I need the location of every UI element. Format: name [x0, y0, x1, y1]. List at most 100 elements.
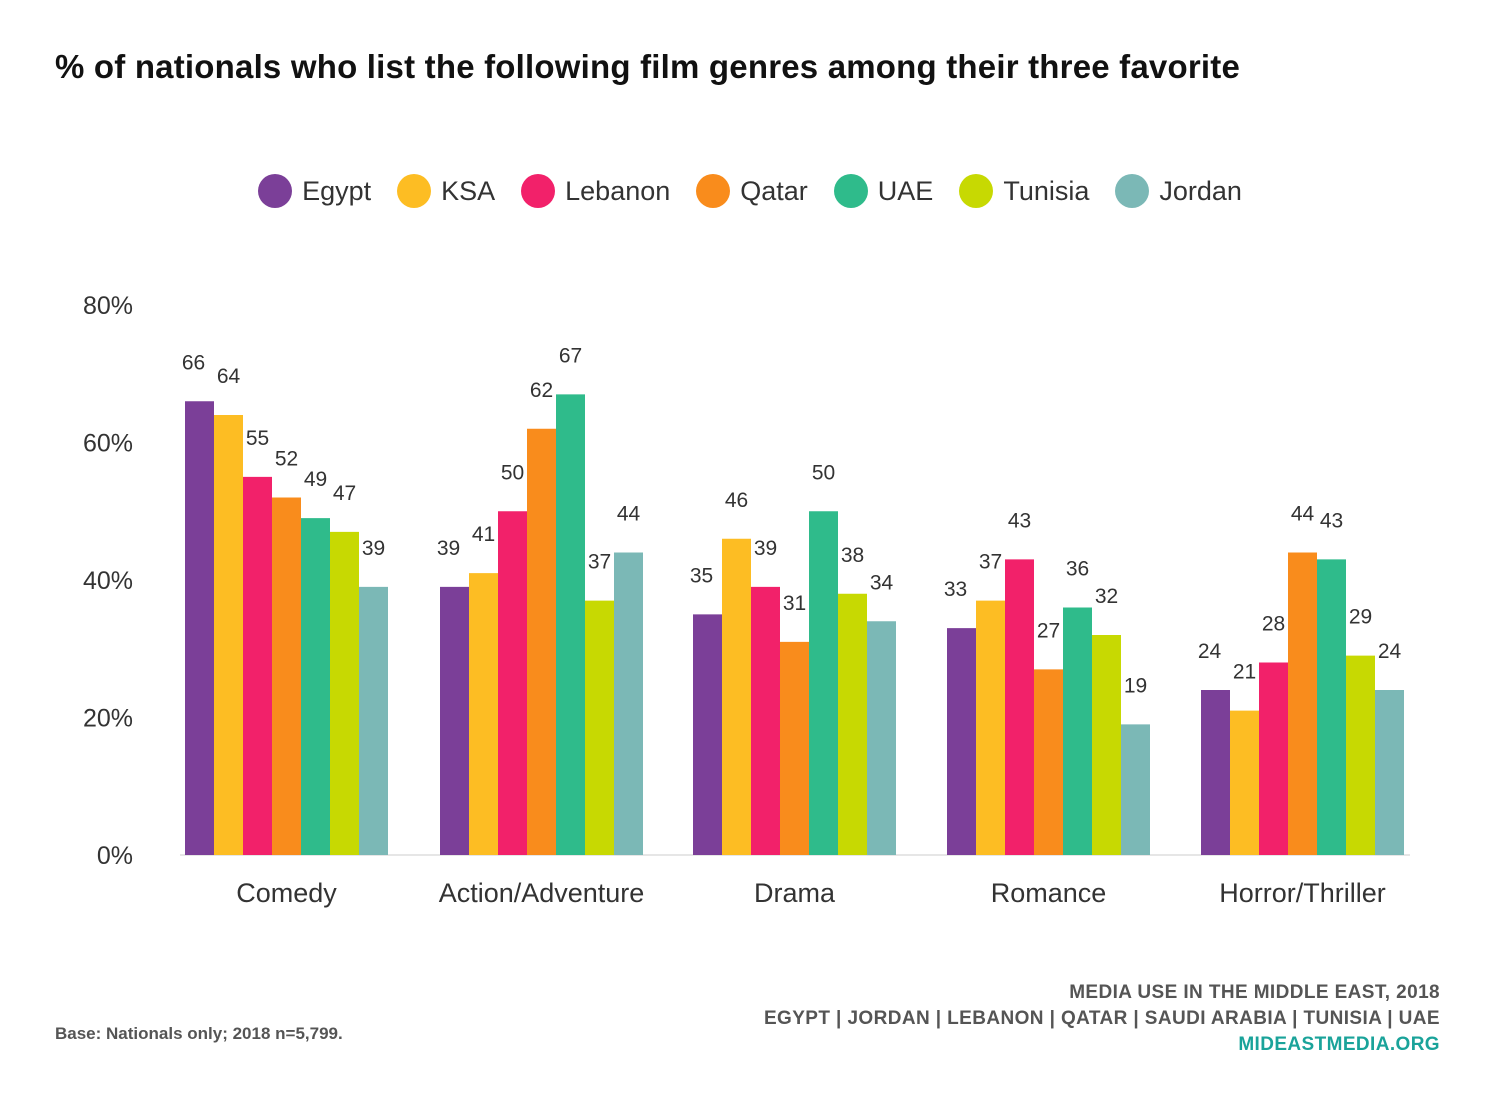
category-label: Drama: [754, 878, 836, 908]
data-label: 36: [1066, 558, 1089, 581]
bar: [780, 641, 809, 855]
chart-title: % of nationals who list the following fi…: [55, 48, 1240, 85]
bar: [751, 586, 780, 855]
bar: [838, 593, 867, 855]
bar: [359, 586, 388, 855]
source-url[interactable]: MIDEASTMEDIA.ORG: [1238, 1034, 1440, 1055]
bar: [1317, 559, 1346, 855]
data-label: 41: [472, 523, 495, 546]
legend-swatch: [959, 174, 994, 208]
category-label: Horror/Thriller: [1219, 878, 1386, 908]
data-label: 34: [870, 571, 894, 594]
source-line-2: EGYPT | JORDAN | LEBANON | QATAR | SAUDI…: [763, 1008, 1440, 1029]
bar: [585, 600, 614, 855]
legend-label: Egypt: [302, 175, 372, 206]
data-label: 35: [690, 564, 713, 587]
legend-label: Jordan: [1159, 175, 1242, 206]
legend-swatch: [1115, 174, 1150, 208]
data-label: 31: [783, 592, 806, 615]
data-label: 24: [1378, 640, 1402, 663]
data-label: 50: [812, 461, 835, 484]
data-label: 52: [275, 448, 298, 471]
bar: [243, 476, 272, 855]
bar: [1375, 690, 1404, 855]
bar: [330, 531, 359, 855]
legend-item: KSA: [397, 174, 495, 208]
data-label: 29: [1349, 606, 1372, 629]
bar: [185, 401, 214, 855]
bar: [1121, 724, 1150, 855]
legend-label: Lebanon: [565, 175, 671, 206]
legend-item: UAE: [833, 174, 934, 208]
bar: [440, 586, 469, 855]
data-label: 38: [841, 544, 864, 567]
category-label: Action/Adventure: [439, 878, 645, 908]
legend-item: Egypt: [258, 174, 371, 208]
source-line-1: MEDIA USE IN THE MIDDLE EAST, 2018: [1069, 982, 1440, 1003]
bar: [1063, 607, 1092, 855]
bar: [498, 511, 527, 855]
data-label: 50: [501, 461, 524, 484]
legend-label: UAE: [877, 175, 934, 206]
y-tick-label: 40%: [83, 567, 133, 595]
data-label: 24: [1198, 640, 1222, 663]
bar: [1201, 690, 1230, 855]
data-label: 44: [1291, 503, 1315, 526]
legend-item: Jordan: [1115, 174, 1242, 208]
legend-label: Qatar: [740, 175, 808, 206]
bar: [809, 511, 838, 855]
legend-label: Tunisia: [1003, 175, 1090, 206]
bar: [614, 552, 643, 855]
bar: [693, 614, 722, 855]
bar: [722, 538, 751, 855]
bar: [1092, 635, 1121, 855]
data-label: 49: [304, 468, 327, 491]
legend: Egypt KSA Lebanon Qatar UAE Tunisia Jordan: [0, 174, 1500, 208]
legend-item: Lebanon: [521, 174, 670, 208]
bar: [527, 428, 556, 855]
data-label: 39: [754, 537, 777, 560]
data-label: 37: [588, 551, 611, 574]
bar: [214, 415, 243, 855]
data-label: 28: [1262, 613, 1285, 636]
bar: [1288, 552, 1317, 855]
data-label: 37: [979, 551, 1002, 574]
bar: [976, 600, 1005, 855]
bar: [947, 628, 976, 855]
data-label: 39: [437, 537, 460, 560]
bar: [301, 518, 330, 855]
data-label: 32: [1095, 585, 1118, 608]
data-label: 47: [333, 482, 356, 505]
bar: [556, 394, 585, 855]
y-tick-label: 60%: [83, 430, 133, 458]
legend-swatch: [833, 174, 868, 208]
y-tick-label: 20%: [83, 705, 133, 733]
legend-swatch: [258, 174, 293, 208]
category-label: Comedy: [236, 878, 337, 908]
bar: [1034, 669, 1063, 855]
data-label: 21: [1233, 661, 1256, 684]
legend-item: Qatar: [696, 174, 808, 208]
y-tick-label: 0%: [97, 842, 133, 870]
data-label: 39: [362, 537, 385, 560]
bar: [1230, 710, 1259, 855]
base-note: Base: Nationals only; 2018 n=5,799.: [55, 1024, 343, 1043]
bar: [469, 573, 498, 855]
data-label: 43: [1008, 509, 1031, 532]
bar-chart: 0% 20% 40% 60% 80% 66 64 55 52 49 47 39 Comedy 39 41 50…: [83, 292, 1410, 908]
data-label: 64: [217, 365, 241, 388]
data-label: 19: [1124, 674, 1147, 697]
data-label: 27: [1037, 619, 1060, 642]
data-label: 43: [1320, 509, 1343, 532]
legend-swatch: [696, 174, 731, 208]
bar: [1259, 662, 1288, 855]
bar: [272, 497, 301, 855]
data-label: 55: [246, 427, 269, 450]
legend-item: Tunisia: [959, 174, 1089, 208]
data-label: 33: [944, 578, 967, 601]
data-label: 44: [617, 503, 641, 526]
legend-label: KSA: [441, 175, 496, 206]
category-label: Romance: [991, 878, 1107, 908]
data-label: 62: [530, 379, 553, 402]
data-label: 66: [182, 351, 205, 374]
